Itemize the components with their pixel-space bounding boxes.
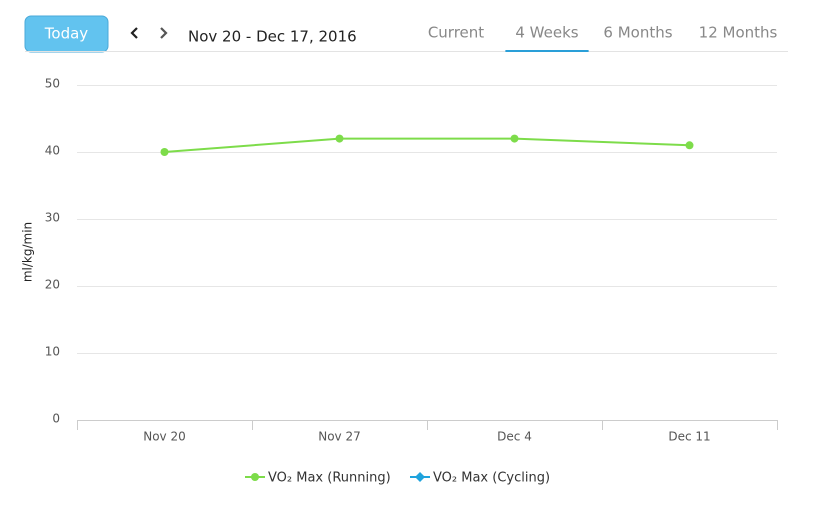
tab[interactable]: 12 Months: [699, 24, 778, 42]
data-point: [160, 148, 169, 156]
x-tick-label: Nov 27: [318, 430, 361, 444]
y-tick-label: 10: [45, 345, 60, 359]
legend-label[interactable]: VO₂ Max (Running): [268, 471, 391, 486]
next-arrow[interactable]: [160, 27, 168, 39]
legend-label[interactable]: VO₂ Max (Cycling): [433, 471, 550, 486]
y-axis-label: ml/kg/min: [21, 222, 35, 282]
data-point: [685, 141, 694, 150]
series-line: [164, 137, 690, 153]
y-tick-label: 50: [45, 77, 60, 91]
tab[interactable]: 4 Weeks: [515, 24, 578, 42]
today-label[interactable]: Today: [44, 25, 89, 43]
x-tick-label: Dec 11: [668, 430, 710, 444]
y-tick-label: 40: [45, 144, 60, 158]
data-point: [335, 134, 344, 143]
y-tick-label: 30: [45, 211, 60, 225]
tab[interactable]: 6 Months: [603, 24, 672, 42]
y-tick-label: 0: [52, 412, 60, 426]
tab[interactable]: Current: [428, 24, 484, 42]
legend-marker[interactable]: [251, 473, 259, 481]
date-range: Nov 20 - Dec 17, 2016: [188, 28, 357, 46]
x-tick-label: Dec 4: [497, 430, 532, 444]
legend-marker[interactable]: [415, 472, 425, 482]
data-point: [510, 134, 519, 143]
y-tick-label: 20: [45, 278, 60, 292]
prev-arrow[interactable]: [130, 27, 138, 39]
x-tick-label: Nov 20: [143, 430, 186, 444]
